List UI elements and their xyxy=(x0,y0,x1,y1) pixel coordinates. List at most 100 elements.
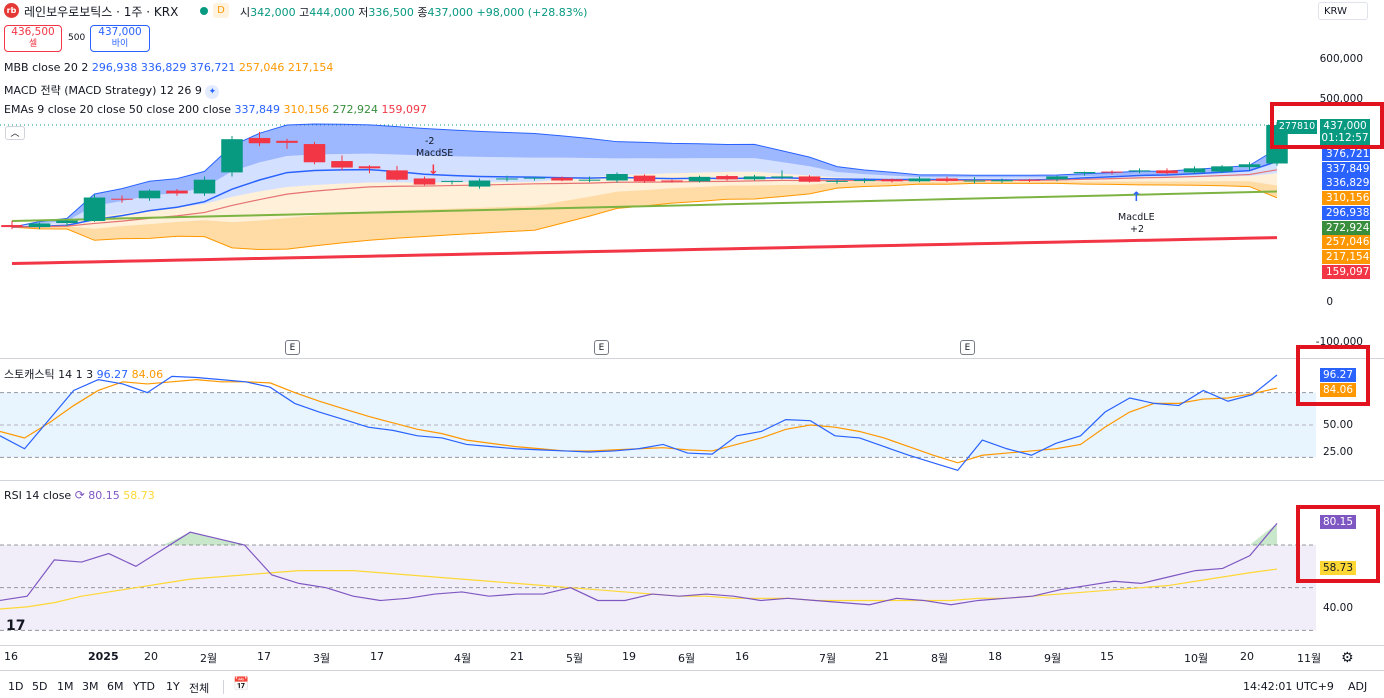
earnings-marker[interactable]: E xyxy=(960,340,975,355)
stoch-legend[interactable]: 스토캐스틱 14 1 3 96.27 84.06 xyxy=(4,366,163,382)
time-axis-label: 16 xyxy=(735,650,749,663)
price-chart[interactable] xyxy=(0,0,1316,358)
range-3m[interactable]: 3M xyxy=(82,680,99,693)
price-axis-value-tag: 337,849 xyxy=(1322,161,1370,176)
time-axis-label: 10월 xyxy=(1184,652,1209,665)
sell-button[interactable]: 436,500 셀 xyxy=(4,25,62,52)
mbb-value: 336,829 xyxy=(140,61,187,74)
range-1d[interactable]: 1D xyxy=(8,680,24,693)
time-axis-label: 18 xyxy=(988,650,1002,663)
candle-body xyxy=(468,180,491,187)
price-axis-value-tag: 272,924 xyxy=(1322,220,1370,235)
time-axis-label: 19 xyxy=(622,650,636,663)
buy-button[interactable]: 437,000 바이 xyxy=(90,25,150,52)
candle-body xyxy=(1128,170,1151,172)
sell-price: 436,500 xyxy=(11,26,55,38)
emas-legend[interactable]: EMAs 9 close 20 close 50 close 200 close… xyxy=(4,103,427,116)
candle-body xyxy=(193,179,216,194)
range-1m[interactable]: 1M xyxy=(57,680,74,693)
candle-body xyxy=(358,166,381,169)
time-axis-label: 21 xyxy=(875,650,889,663)
rsi-overbought-fill xyxy=(163,523,1278,545)
time-axis-label: 20 xyxy=(144,650,158,663)
rsi-ma-line xyxy=(0,568,1278,610)
candle-body xyxy=(606,174,628,181)
candle-body xyxy=(991,180,1013,182)
earnings-marker[interactable]: E xyxy=(285,340,300,355)
macd-settings-icon[interactable]: ✦ xyxy=(205,85,220,99)
sell-label: 셀 xyxy=(28,39,38,49)
range-6m[interactable]: 6M xyxy=(107,680,124,693)
market-status-dot xyxy=(200,7,208,15)
collapse-legend-button[interactable]: ︿ xyxy=(5,126,25,140)
refresh-icon[interactable]: ⟳ xyxy=(74,488,85,502)
highlight-box-price xyxy=(1270,102,1384,149)
adj-toggle[interactable]: ADJ xyxy=(1348,680,1368,693)
bb-upper-inner-band xyxy=(12,153,1277,228)
candle-body xyxy=(908,178,931,182)
candle-body xyxy=(523,177,546,179)
stochastic-chart[interactable] xyxy=(0,359,1316,479)
symbol-title[interactable]: 레인보우로보틱스 · 1주 · KRX xyxy=(24,5,179,19)
mbb-value: 217,154 xyxy=(287,61,334,74)
highlight-box-rsi xyxy=(1296,505,1380,583)
candle-body xyxy=(578,179,601,181)
candle-body xyxy=(303,144,326,163)
time-axis-label: 2월 xyxy=(200,652,218,665)
price-axis-value-tag: 376,721 xyxy=(1322,147,1370,161)
market-status-badge: D xyxy=(213,3,229,18)
ohlc-readout: 시342,000 고444,000 저336,500 종437,000 +98,… xyxy=(240,4,587,20)
macd-legend[interactable]: MACD 전략 (MACD Strategy) 12 26 9 ✦ xyxy=(4,82,220,99)
long-signal-qty: +2 xyxy=(1130,224,1145,235)
rsi-legend[interactable]: RSI 14 close ⟳ 80.15 58.73 xyxy=(4,488,155,502)
close-value: 437,000 xyxy=(427,6,474,19)
mbb-value: 257,046 xyxy=(238,61,285,74)
range-all[interactable]: 전체 xyxy=(189,682,210,695)
bb-lower-inner-band xyxy=(12,171,1277,229)
macd-name: MACD 전략 (MACD Strategy) 12 26 9 xyxy=(4,84,202,97)
candle-body xyxy=(56,220,78,224)
tradingview-logo: 𝟭𝟳 xyxy=(6,618,26,634)
candle-body xyxy=(1046,176,1068,180)
clock[interactable]: 14:42:01 UTC+9 xyxy=(1243,680,1334,693)
range-5d[interactable]: 5D xyxy=(32,680,48,693)
candle-body xyxy=(551,177,573,181)
time-axis-label: 17 xyxy=(370,650,384,663)
rsi-name: RSI 14 close xyxy=(4,489,72,502)
candle-body xyxy=(743,176,766,180)
candle-body xyxy=(688,176,711,182)
candle-body xyxy=(83,197,106,221)
candle-body xyxy=(936,178,958,181)
currency-select[interactable]: KRW xyxy=(1318,2,1368,20)
panel-separator xyxy=(0,358,1384,359)
short-signal-qty: -2 xyxy=(425,136,435,147)
candle-body xyxy=(221,139,243,173)
mbb-name: MBB close 20 2 xyxy=(4,61,89,74)
stoch-axis-label: 50.00 xyxy=(1322,419,1353,431)
candle-body xyxy=(166,190,188,194)
range-1y[interactable]: 1Y xyxy=(166,680,180,693)
candle-body xyxy=(1018,179,1041,181)
ema-50-line xyxy=(11,190,1278,222)
highlight-box-stoch xyxy=(1296,345,1370,406)
candle-body xyxy=(1211,166,1233,172)
time-axis-label: 7월 xyxy=(819,652,837,665)
candle-body xyxy=(853,180,876,182)
mbb-legend[interactable]: MBB close 20 2 296,938 336,829 376,721 2… xyxy=(4,61,333,74)
range-ytd[interactable]: YTD xyxy=(133,680,155,693)
last-price-tag: 437,000 01:12:57 xyxy=(1320,119,1370,145)
rsi-axis-label: 40.00 xyxy=(1322,602,1353,614)
last-price-value: 437,000 xyxy=(1323,120,1367,132)
calendar-icon[interactable]: 📅 xyxy=(233,677,250,692)
earnings-marker[interactable]: E xyxy=(594,340,609,355)
stoch-k-tag: 96.27 xyxy=(1320,368,1356,382)
candle-body xyxy=(1073,171,1096,174)
stoch-k-line xyxy=(0,374,1278,472)
settings-gear-icon[interactable]: ⚙ xyxy=(1341,650,1354,666)
candle-body xyxy=(276,140,298,143)
rsi-chart[interactable] xyxy=(0,481,1316,646)
candle-body xyxy=(413,178,436,185)
stoch-d-value: 84.06 xyxy=(131,368,164,381)
low-label: 저 xyxy=(358,6,369,19)
time-axis-label: 17 xyxy=(257,650,271,663)
